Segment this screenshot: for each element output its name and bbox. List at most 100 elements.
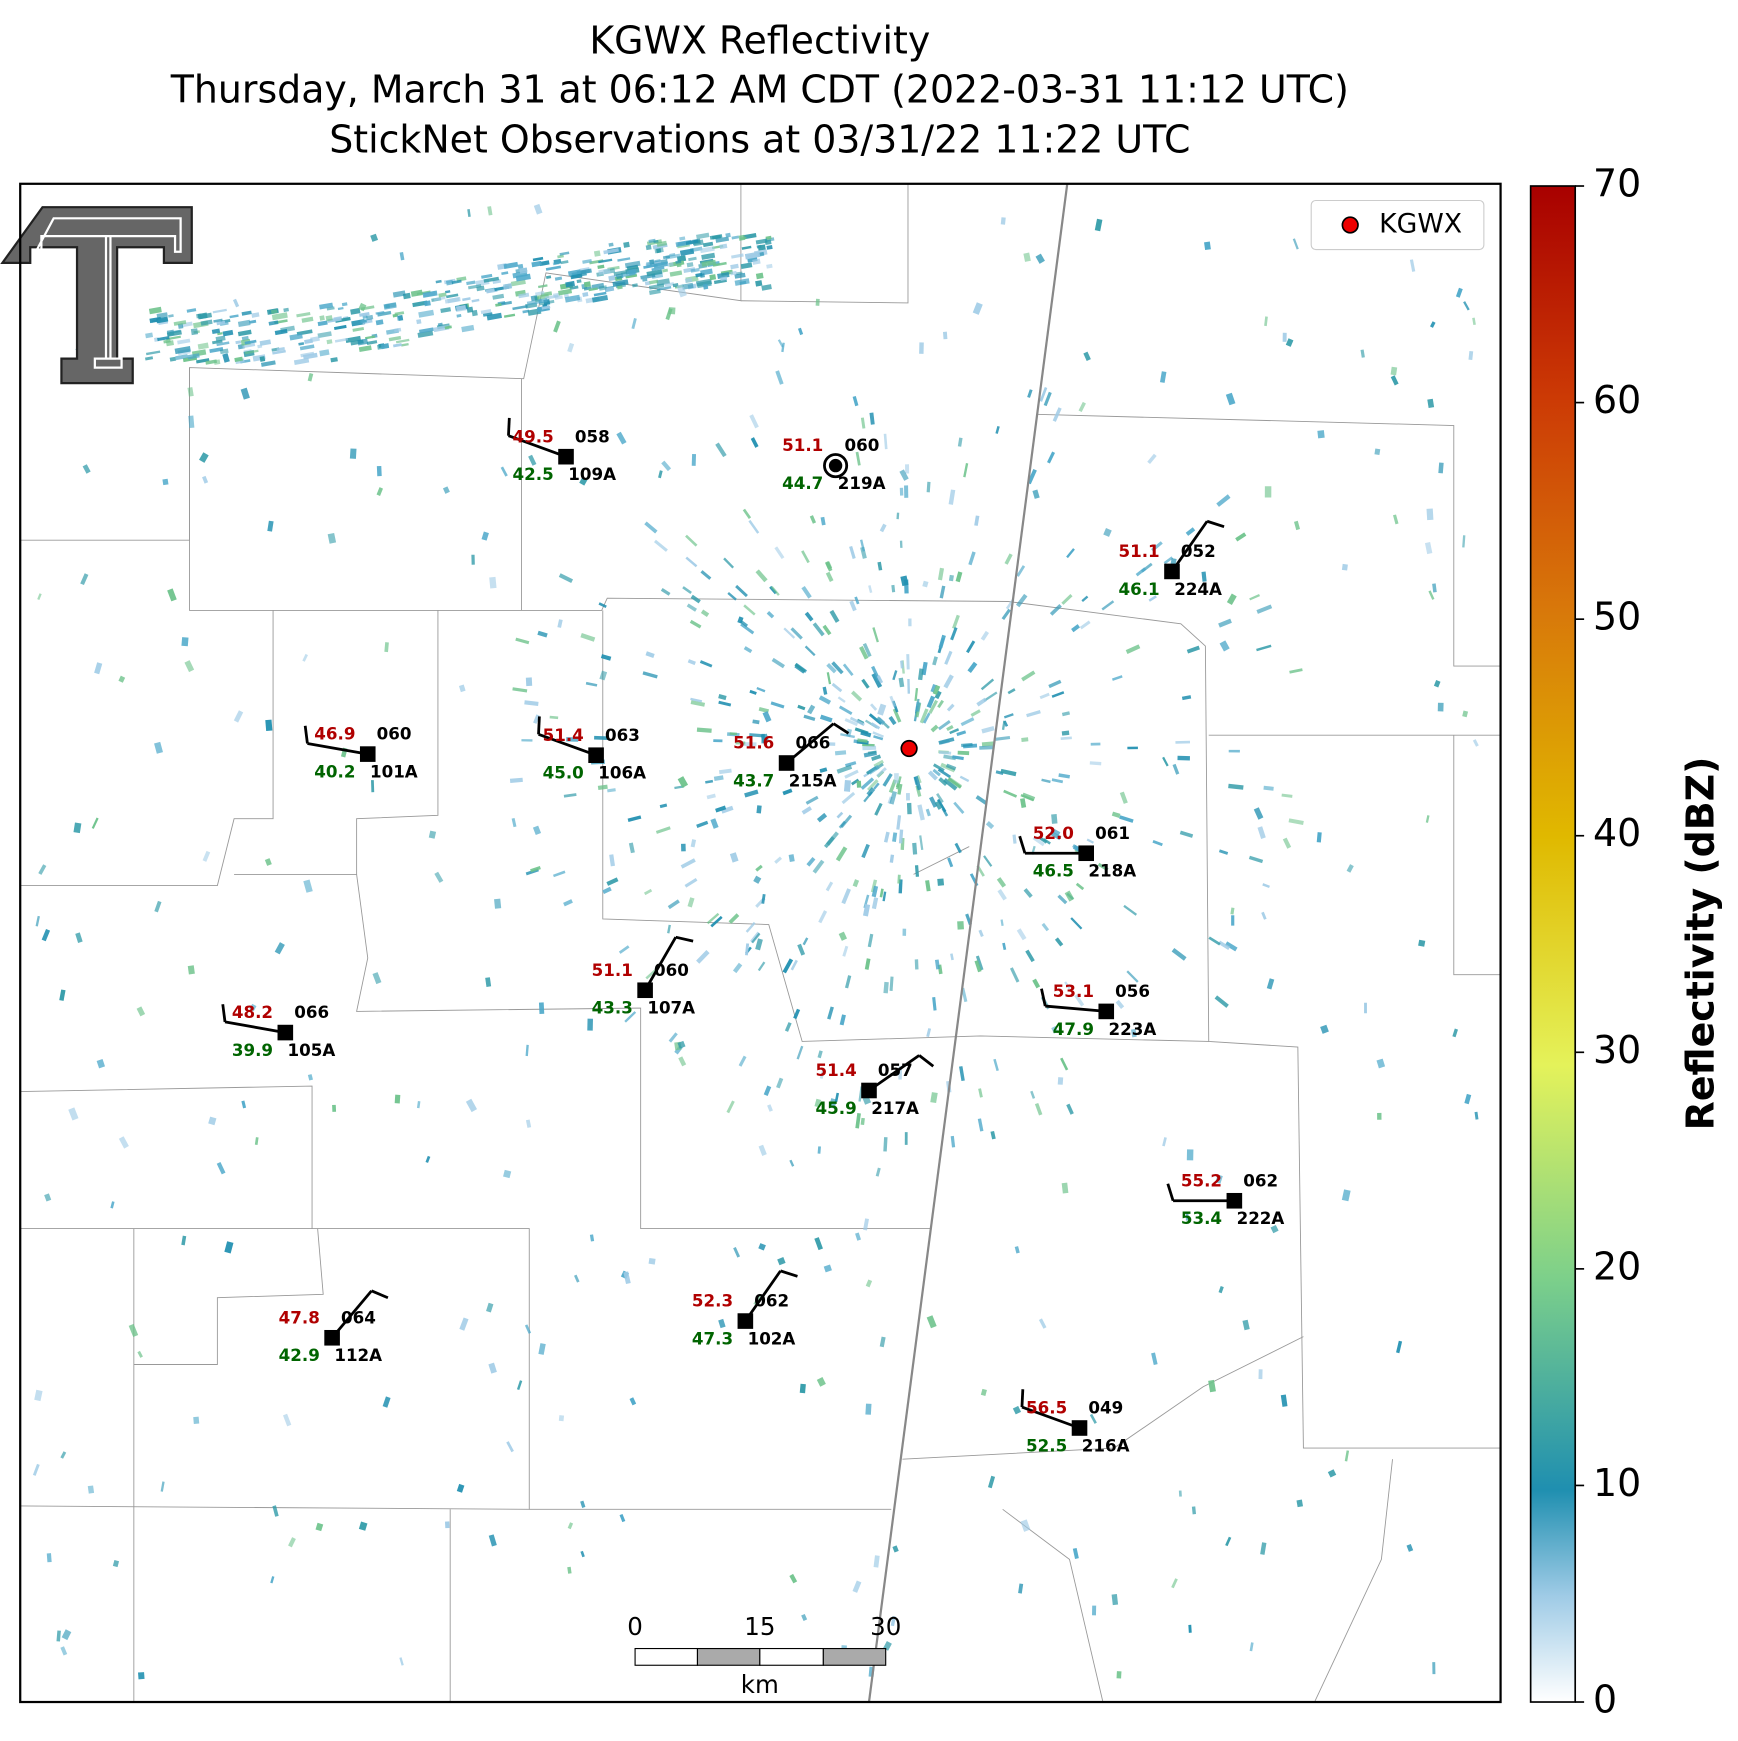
echo	[862, 904, 871, 917]
echo	[333, 324, 347, 331]
echo	[624, 260, 641, 269]
echo	[865, 1279, 873, 1288]
echo	[35, 915, 40, 927]
echo	[938, 737, 955, 745]
echo	[319, 302, 334, 310]
echo	[761, 284, 772, 291]
echo	[774, 856, 783, 864]
echo	[804, 611, 814, 622]
wind-barb	[307, 742, 368, 756]
station-dewpoint: 45.0	[543, 763, 584, 783]
echo	[589, 259, 604, 265]
echo	[876, 717, 886, 726]
echo	[1433, 680, 1441, 688]
echo	[440, 307, 452, 314]
echo	[209, 347, 224, 353]
echo	[930, 724, 939, 733]
echo	[486, 1302, 494, 1313]
echo	[567, 342, 575, 353]
echo	[160, 1481, 165, 1492]
echo	[1051, 1026, 1059, 1034]
echo	[953, 801, 965, 814]
echo	[190, 328, 199, 336]
echo	[1327, 1469, 1337, 1478]
echo	[1060, 1057, 1069, 1071]
echo	[553, 870, 566, 878]
station-code: 060	[654, 960, 689, 980]
scale-unit: km	[741, 1670, 779, 1699]
echo	[334, 337, 349, 343]
echo	[752, 258, 761, 265]
echo	[838, 705, 853, 716]
echo	[726, 1100, 735, 1114]
echo	[517, 263, 524, 270]
wind-barb	[868, 1054, 920, 1092]
echo	[1051, 778, 1064, 784]
echo	[1066, 1103, 1074, 1115]
echo	[372, 972, 382, 985]
colorbar-ramp	[1529, 185, 1577, 1703]
echo	[718, 700, 732, 707]
echo	[110, 1201, 115, 1209]
echo	[202, 850, 211, 862]
echo	[727, 592, 737, 601]
wind-barb	[538, 732, 597, 757]
echo	[1012, 834, 1017, 844]
echo	[1097, 862, 1109, 872]
echo	[645, 244, 652, 251]
echo	[735, 741, 746, 745]
echo	[705, 779, 714, 784]
echo	[896, 815, 902, 830]
echo	[558, 573, 574, 584]
echo	[1071, 624, 1080, 633]
echo	[852, 879, 860, 888]
echo	[136, 1006, 146, 1017]
echo	[521, 739, 533, 742]
echo	[977, 1118, 984, 1132]
echo	[937, 567, 945, 581]
echo	[946, 703, 955, 712]
echo	[883, 831, 890, 843]
echo	[528, 454, 537, 466]
echo	[725, 232, 731, 238]
echo	[822, 624, 832, 636]
echo	[890, 1615, 896, 1627]
echo	[755, 864, 763, 872]
station-marker	[1071, 1420, 1088, 1436]
echo	[943, 754, 957, 761]
echo	[1201, 571, 1207, 582]
echo	[899, 469, 909, 481]
echo	[941, 807, 949, 817]
echo	[259, 339, 272, 346]
echo	[892, 708, 902, 723]
echo	[222, 329, 234, 337]
echo	[315, 1522, 324, 1532]
echo	[444, 290, 451, 294]
echo	[510, 279, 526, 287]
echo	[1426, 508, 1434, 521]
station-temperature: 51.1	[1119, 541, 1160, 561]
station: 56.5 049 52.5 216A	[1020, 1389, 1130, 1455]
station: 46.9 060 40.2 101A	[303, 724, 418, 782]
echo	[872, 627, 879, 643]
station-marker	[324, 1329, 340, 1346]
echo	[889, 976, 894, 991]
echo	[644, 521, 658, 534]
echo	[997, 888, 1007, 901]
echo	[744, 943, 750, 956]
echo	[845, 761, 857, 768]
echo	[720, 276, 728, 281]
echo	[541, 305, 551, 310]
station: 51.6 066 43.7 215A	[733, 722, 850, 790]
echo	[734, 278, 750, 286]
echo	[1030, 1090, 1036, 1099]
echo	[1111, 675, 1123, 681]
echo	[844, 769, 859, 779]
echo	[434, 871, 444, 883]
radar-site	[900, 739, 918, 758]
station: 51.4 063 45.0 106A	[537, 716, 646, 783]
echo	[467, 208, 471, 218]
station-code: 066	[795, 733, 830, 753]
echo	[82, 464, 91, 474]
